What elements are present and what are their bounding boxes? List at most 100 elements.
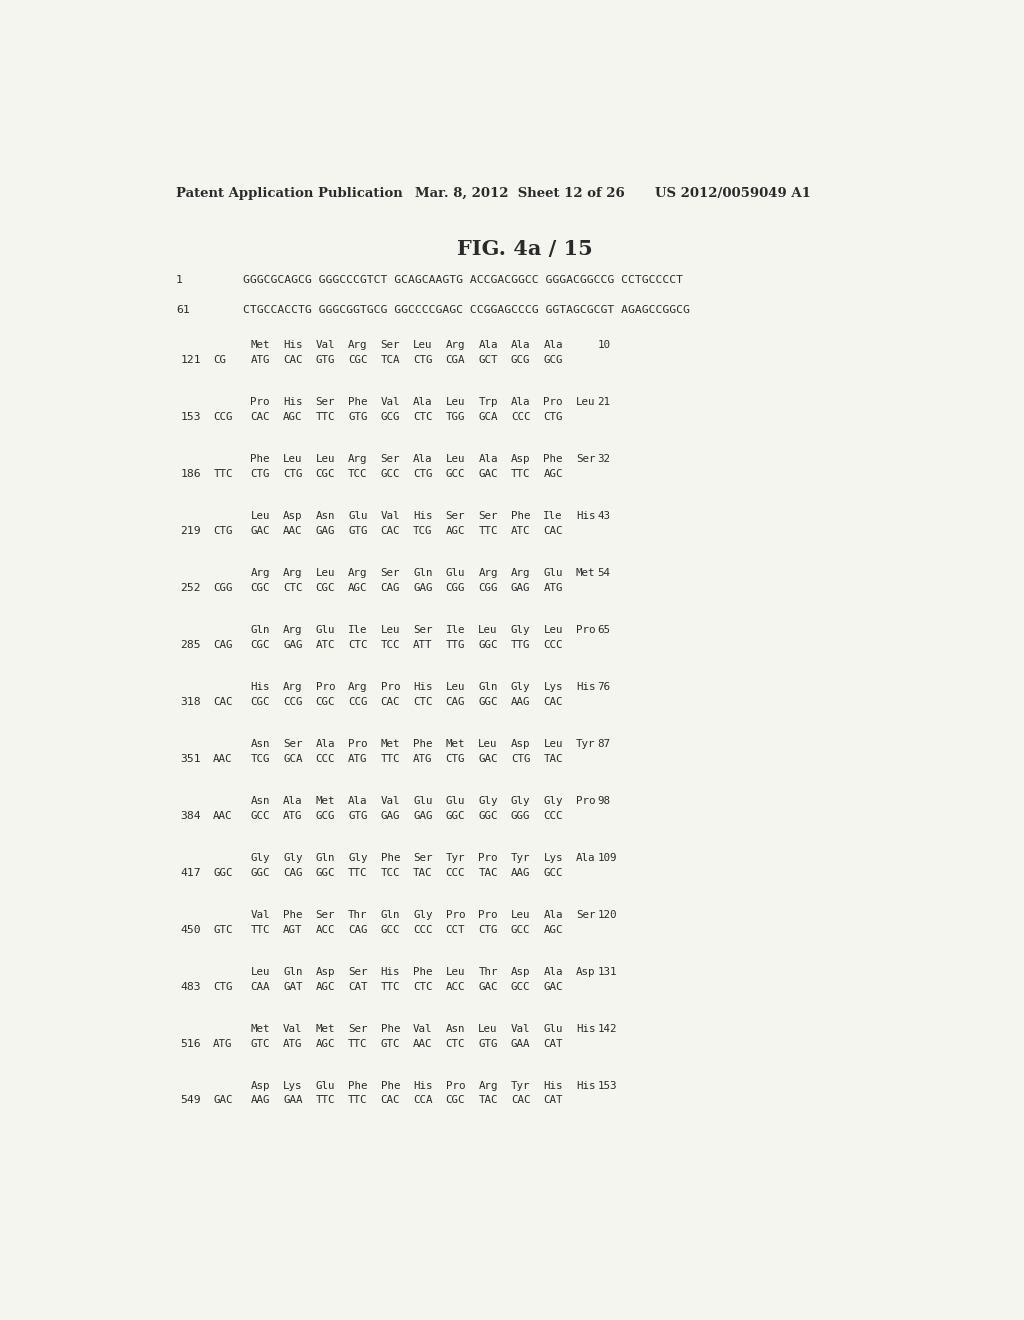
Text: Arg: Arg xyxy=(283,682,302,692)
Text: 219: 219 xyxy=(180,525,201,536)
Text: Phe: Phe xyxy=(381,853,400,863)
Text: CGC: CGC xyxy=(251,582,270,593)
Text: AGT: AGT xyxy=(283,924,302,935)
Text: CAC: CAC xyxy=(511,1096,530,1105)
Text: AAC: AAC xyxy=(213,810,232,821)
Text: AGC: AGC xyxy=(544,924,563,935)
Text: Ala: Ala xyxy=(544,909,563,920)
Text: 252: 252 xyxy=(180,582,201,593)
Text: Ala: Ala xyxy=(348,796,368,807)
Text: Ser: Ser xyxy=(315,909,335,920)
Text: His: His xyxy=(381,966,400,977)
Text: GCG: GCG xyxy=(544,355,563,364)
Text: AAG: AAG xyxy=(251,1096,270,1105)
Text: GAG: GAG xyxy=(414,810,433,821)
Text: Asp: Asp xyxy=(251,1081,270,1090)
Text: TTC: TTC xyxy=(348,1096,368,1105)
Text: Asn: Asn xyxy=(315,511,335,521)
Text: Leu: Leu xyxy=(445,966,465,977)
Text: Lys: Lys xyxy=(544,682,563,692)
Text: CAG: CAG xyxy=(445,697,465,706)
Text: His: His xyxy=(575,1024,595,1034)
Text: AGC: AGC xyxy=(348,582,368,593)
Text: TTC: TTC xyxy=(315,412,335,421)
Text: CTC: CTC xyxy=(414,697,433,706)
Text: US 2012/0059049 A1: US 2012/0059049 A1 xyxy=(655,187,811,199)
Text: Glu: Glu xyxy=(544,568,563,578)
Text: Glu: Glu xyxy=(544,1024,563,1034)
Text: GCC: GCC xyxy=(445,469,465,479)
Text: 483: 483 xyxy=(180,982,201,991)
Text: Leu: Leu xyxy=(414,341,433,350)
Text: Gln: Gln xyxy=(414,568,433,578)
Text: Thr: Thr xyxy=(348,909,368,920)
Text: Ser: Ser xyxy=(381,341,400,350)
Text: 76: 76 xyxy=(598,682,610,692)
Text: Ser: Ser xyxy=(414,853,433,863)
Text: CCG: CCG xyxy=(283,697,302,706)
Text: 142: 142 xyxy=(598,1024,617,1034)
Text: AGC: AGC xyxy=(544,469,563,479)
Text: Ala: Ala xyxy=(544,341,563,350)
Text: Pro: Pro xyxy=(381,682,400,692)
Text: Met: Met xyxy=(445,739,465,748)
Text: 65: 65 xyxy=(598,626,610,635)
Text: TTC: TTC xyxy=(251,924,270,935)
Text: Phe: Phe xyxy=(381,1024,400,1034)
Text: Phe: Phe xyxy=(348,397,368,407)
Text: GGC: GGC xyxy=(445,810,465,821)
Text: Phe: Phe xyxy=(414,739,433,748)
Text: Phe: Phe xyxy=(251,454,270,465)
Text: Tyr: Tyr xyxy=(575,739,595,748)
Text: CTG: CTG xyxy=(251,469,270,479)
Text: His: His xyxy=(575,1081,595,1090)
Text: CAG: CAG xyxy=(283,867,302,878)
Text: Pro: Pro xyxy=(478,853,498,863)
Text: AAG: AAG xyxy=(511,867,530,878)
Text: 450: 450 xyxy=(180,924,201,935)
Text: TTG: TTG xyxy=(511,640,530,649)
Text: TCC: TCC xyxy=(381,640,400,649)
Text: TTC: TTC xyxy=(381,754,400,763)
Text: CAC: CAC xyxy=(251,412,270,421)
Text: 351: 351 xyxy=(180,754,201,763)
Text: CCC: CCC xyxy=(544,810,563,821)
Text: AAC: AAC xyxy=(213,754,232,763)
Text: GCG: GCG xyxy=(511,355,530,364)
Text: TCC: TCC xyxy=(381,867,400,878)
Text: Leu: Leu xyxy=(478,1024,498,1034)
Text: TAC: TAC xyxy=(414,867,433,878)
Text: CAC: CAC xyxy=(544,525,563,536)
Text: CAG: CAG xyxy=(348,924,368,935)
Text: GAC: GAC xyxy=(478,754,498,763)
Text: CCC: CCC xyxy=(315,754,335,763)
Text: Ala: Ala xyxy=(315,739,335,748)
Text: Val: Val xyxy=(315,341,335,350)
Text: Pro: Pro xyxy=(575,626,595,635)
Text: Pro: Pro xyxy=(315,682,335,692)
Text: CTC: CTC xyxy=(414,982,433,991)
Text: GTG: GTG xyxy=(348,810,368,821)
Text: Leu: Leu xyxy=(511,909,530,920)
Text: Val: Val xyxy=(251,909,270,920)
Text: 43: 43 xyxy=(598,511,610,521)
Text: Ile: Ile xyxy=(445,626,465,635)
Text: Arg: Arg xyxy=(445,341,465,350)
Text: Ser: Ser xyxy=(575,909,595,920)
Text: Patent Application Publication: Patent Application Publication xyxy=(176,187,402,199)
Text: CGG: CGG xyxy=(445,582,465,593)
Text: TTC: TTC xyxy=(213,469,232,479)
Text: Pro: Pro xyxy=(478,909,498,920)
Text: GCC: GCC xyxy=(511,982,530,991)
Text: GTG: GTG xyxy=(348,525,368,536)
Text: Arg: Arg xyxy=(478,568,498,578)
Text: Asn: Asn xyxy=(251,739,270,748)
Text: GAG: GAG xyxy=(315,525,335,536)
Text: CCT: CCT xyxy=(445,924,465,935)
Text: Met: Met xyxy=(251,341,270,350)
Text: CGC: CGC xyxy=(315,582,335,593)
Text: TTC: TTC xyxy=(381,982,400,991)
Text: 131: 131 xyxy=(598,966,617,977)
Text: Arg: Arg xyxy=(283,568,302,578)
Text: Gly: Gly xyxy=(478,796,498,807)
